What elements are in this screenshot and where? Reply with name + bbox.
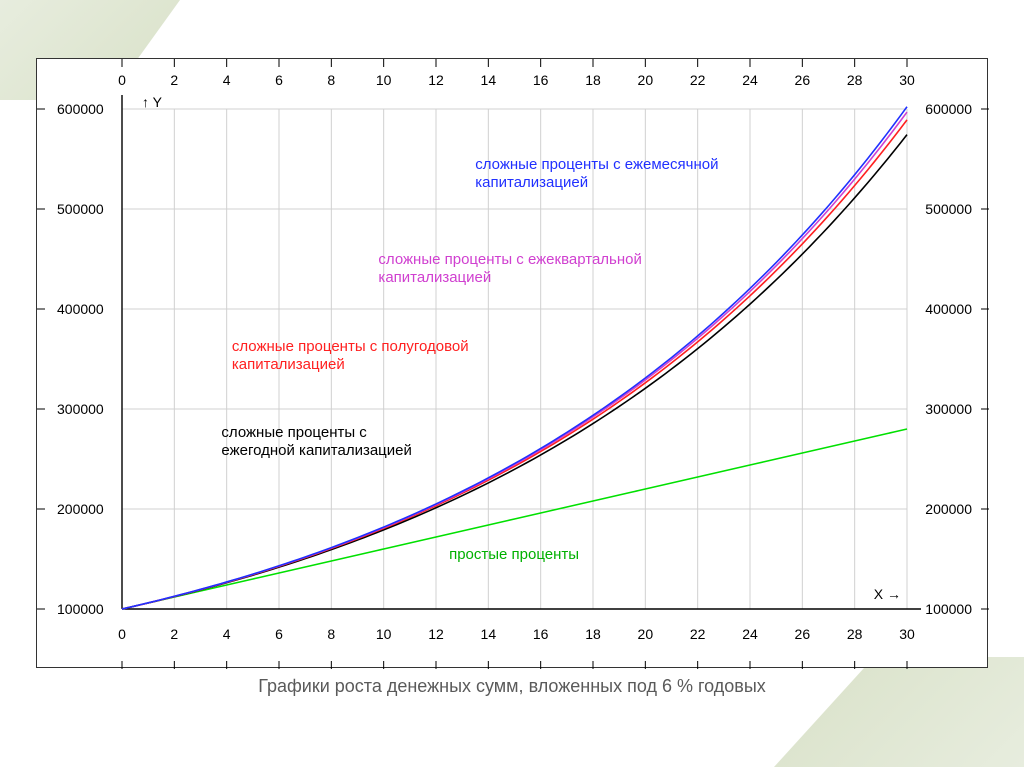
- x-tick-bottom: 6: [275, 626, 283, 642]
- x-tick-bottom: 20: [638, 626, 654, 642]
- x-tick-top: 26: [795, 72, 811, 88]
- x-tick-top: 6: [275, 72, 283, 88]
- x-tick-top: 30: [899, 72, 915, 88]
- x-tick-top: 14: [481, 72, 497, 88]
- x-tick-bottom: 4: [223, 626, 231, 642]
- y-tick-right: 600000: [925, 101, 972, 117]
- x-tick-top: 22: [690, 72, 706, 88]
- x-tick-bottom: 28: [847, 626, 863, 642]
- y-tick-right: 500000: [925, 201, 972, 217]
- series-label-monthly: сложные проценты с ежемесячнойкапитализа…: [475, 156, 718, 191]
- slide-bg-accent-bottom: [774, 657, 1024, 767]
- chart-outer-frame: 0022446688101012121414161618182020222224…: [36, 58, 988, 668]
- x-tick-bottom: 8: [327, 626, 335, 642]
- x-tick-bottom: 10: [376, 626, 392, 642]
- x-tick-bottom: 24: [742, 626, 758, 642]
- y-tick-right: 300000: [925, 401, 972, 417]
- x-tick-top: 12: [428, 72, 444, 88]
- x-tick-bottom: 30: [899, 626, 915, 642]
- y-tick-left: 500000: [57, 201, 104, 217]
- y-tick-left: 200000: [57, 501, 104, 517]
- x-tick-top: 4: [223, 72, 231, 88]
- x-tick-bottom: 14: [481, 626, 497, 642]
- y-tick-right: 200000: [925, 501, 972, 517]
- x-tick-bottom: 26: [795, 626, 811, 642]
- x-tick-top: 28: [847, 72, 863, 88]
- y-tick-left: 400000: [57, 301, 104, 317]
- series-label-simple: простые проценты: [449, 546, 579, 563]
- series-label-quarterly: сложные проценты с ежеквартальнойкапитал…: [378, 251, 641, 286]
- x-tick-bottom: 2: [170, 626, 178, 642]
- growth-chart: 0022446688101012121414161618182020222224…: [37, 59, 989, 669]
- x-tick-top: 8: [327, 72, 335, 88]
- x-tick-bottom: 18: [585, 626, 601, 642]
- x-tick-bottom: 12: [428, 626, 444, 642]
- y-tick-right: 100000: [925, 601, 972, 617]
- x-tick-top: 16: [533, 72, 549, 88]
- x-tick-top: 10: [376, 72, 392, 88]
- x-tick-top: 2: [170, 72, 178, 88]
- chart-caption: Графики роста денежных сумм, вложенных п…: [0, 676, 1024, 697]
- y-axis-label: ↑ Y: [142, 94, 163, 110]
- y-tick-left: 600000: [57, 101, 104, 117]
- x-tick-bottom: 22: [690, 626, 706, 642]
- series-label-semiannual: сложные проценты с полугодовойкапитализа…: [232, 338, 469, 373]
- x-tick-top: 24: [742, 72, 758, 88]
- y-tick-left: 300000: [57, 401, 104, 417]
- x-axis-label: X →: [874, 586, 901, 602]
- y-tick-right: 400000: [925, 301, 972, 317]
- x-tick-bottom: 0: [118, 626, 126, 642]
- x-tick-bottom: 16: [533, 626, 549, 642]
- x-tick-top: 18: [585, 72, 601, 88]
- y-tick-left: 100000: [57, 601, 104, 617]
- x-tick-top: 20: [638, 72, 654, 88]
- x-tick-top: 0: [118, 72, 126, 88]
